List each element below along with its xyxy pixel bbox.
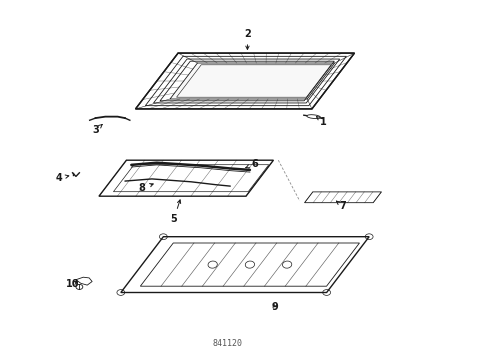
Text: 841120: 841120 (213, 339, 243, 348)
Text: 9: 9 (271, 302, 278, 312)
Text: 2: 2 (244, 29, 251, 49)
Polygon shape (121, 237, 369, 292)
Polygon shape (305, 192, 381, 203)
Polygon shape (136, 53, 354, 109)
Polygon shape (99, 160, 273, 196)
Ellipse shape (307, 115, 320, 118)
Text: 7: 7 (337, 201, 346, 211)
Text: 8: 8 (139, 183, 153, 193)
Text: 1: 1 (317, 117, 327, 127)
Text: 4: 4 (55, 173, 69, 183)
Polygon shape (170, 63, 335, 99)
Text: 5: 5 (171, 200, 181, 224)
Text: 6: 6 (246, 159, 258, 169)
Text: 3: 3 (92, 125, 102, 135)
Text: 10: 10 (66, 279, 79, 289)
